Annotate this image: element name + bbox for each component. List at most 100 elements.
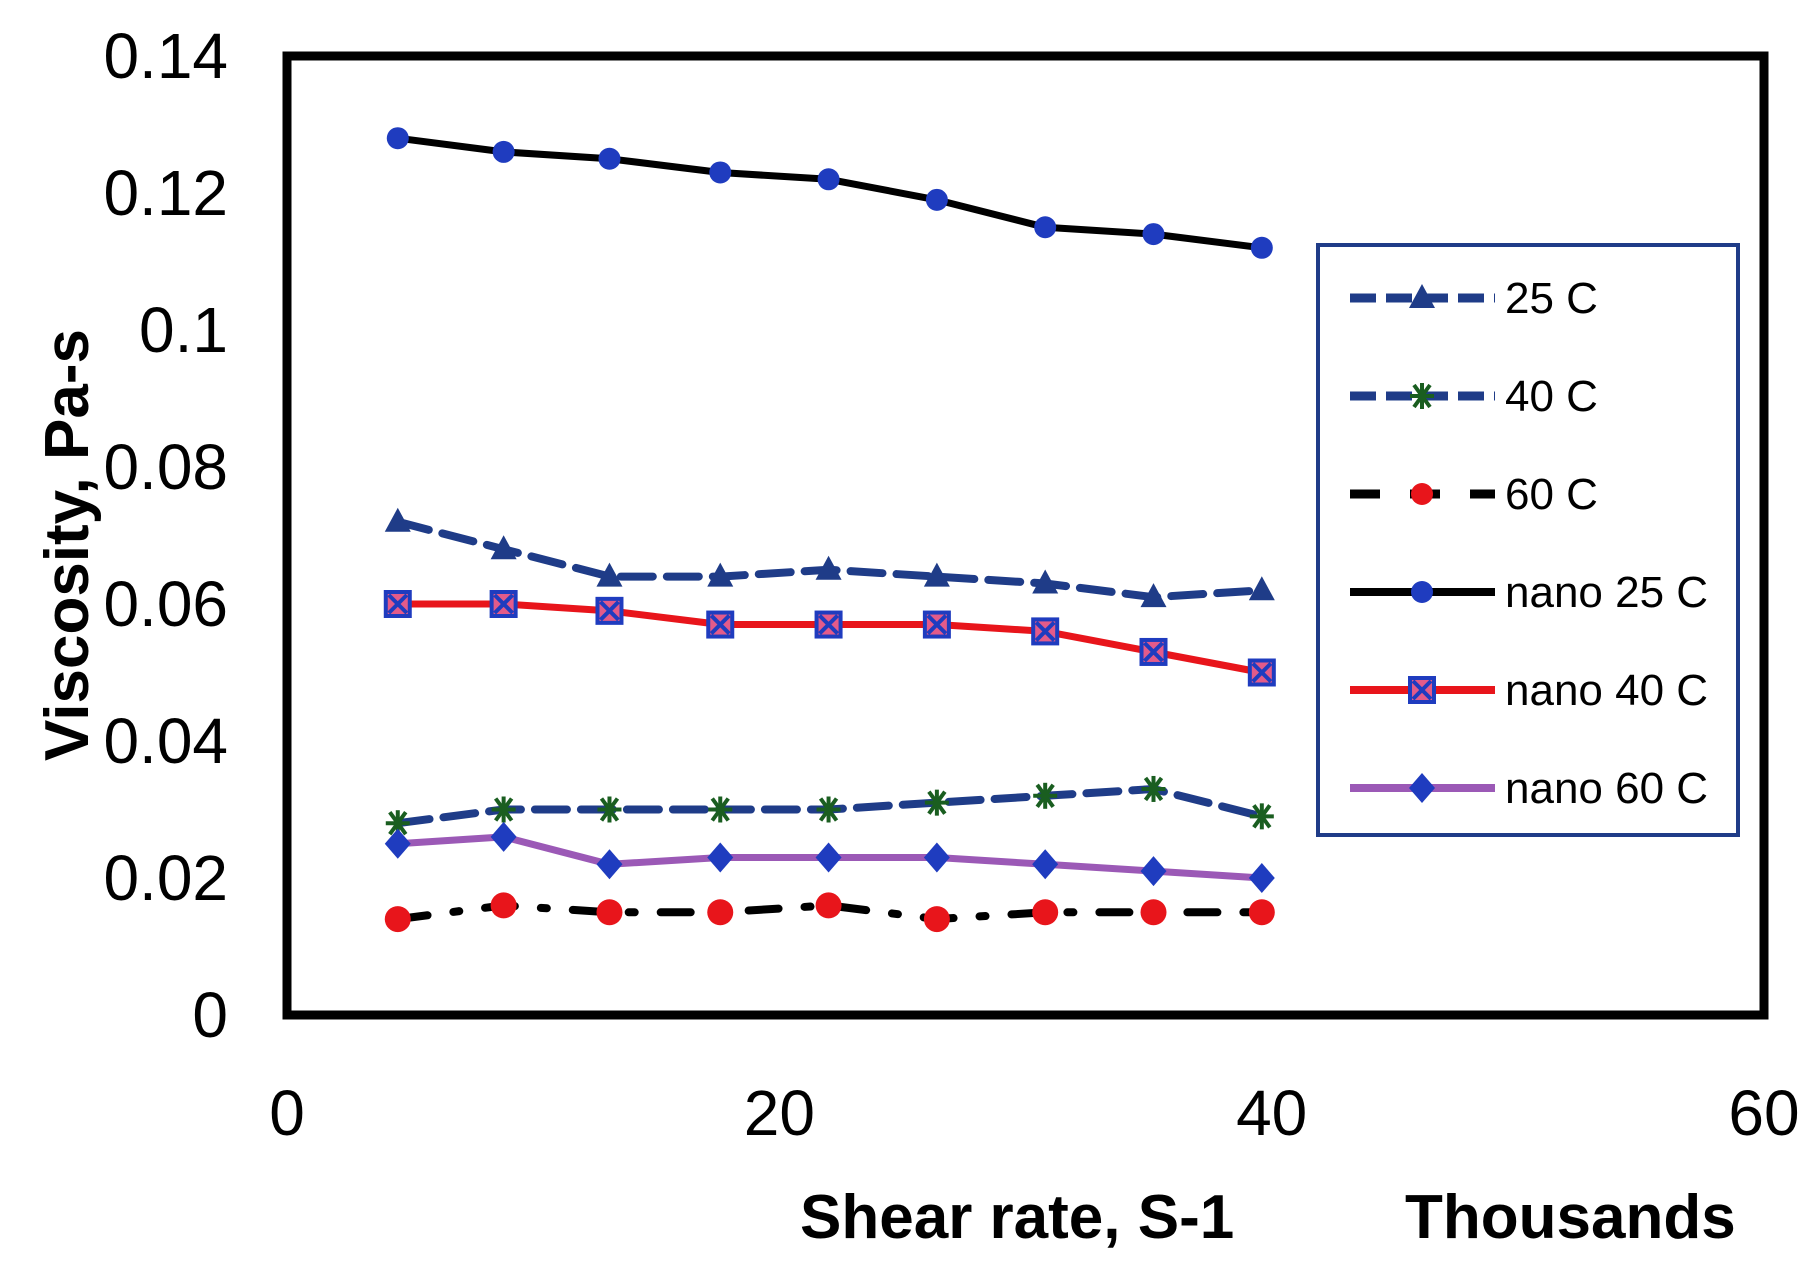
marker-point [1250,236,1273,259]
marker-point [1032,899,1059,926]
marker-point [596,849,623,880]
marker-point [1248,576,1275,601]
marker-point [923,906,950,933]
marker-point [924,789,949,816]
marker-legend [1408,676,1436,704]
marker-point [491,796,516,823]
legend-label: nano 60 C [1505,764,1708,813]
series-layer [383,127,1276,933]
marker-point [384,828,411,859]
marker-point [490,535,517,560]
y-axis-ticks: 0 0.02 0.04 0.06 0.08 0.1 0.12 0.14 [103,20,228,1051]
marker-point [490,821,517,852]
marker-point [1139,637,1168,666]
marker-point [815,842,842,873]
y-tick-label: 0.06 [103,568,228,640]
chart-title: - [844,0,865,26]
marker-point [492,140,515,163]
series-line [393,901,1266,924]
marker-point [1248,899,1275,926]
x-tick-label: 20 [744,1077,815,1149]
marker-point [923,562,950,587]
marker-point [1248,863,1275,893]
y-axis-title: Viscosity, Pa-s [33,329,102,761]
marker-point [816,796,841,823]
series-nano-25-c [386,127,1273,259]
marker-point [1031,617,1060,646]
legend-box [1316,243,1740,837]
y-tick-label: 0 [192,979,228,1051]
marker-point [384,906,411,933]
marker-point [923,842,950,873]
marker-point [1249,803,1274,830]
series-60-c [384,892,1275,933]
legend-label: 60 C [1505,470,1598,519]
marker-point [706,610,735,639]
marker-point [1140,899,1167,926]
series-nano-60-c [384,821,1275,893]
y-tick-label: 0.02 [103,842,228,914]
marker-point [708,796,733,823]
marker-point [1140,856,1167,887]
marker-point [1034,216,1057,239]
legend-item: nano 25 C [1350,568,1708,617]
x-tick-label: 40 [1236,1077,1307,1149]
marker-point [595,596,624,625]
y-tick-label: 0.14 [103,20,228,92]
marker-point [490,892,517,919]
y-tick-label: 0.12 [103,157,228,229]
legend-label: nano 40 C [1505,666,1708,715]
marker-point [596,899,623,926]
marker-point [597,796,622,823]
marker-point [707,899,734,926]
y-tick-label: 0.1 [139,294,228,366]
y-tick-label: 0.04 [103,705,228,777]
marker-legend [1411,483,1433,505]
series-25-c [384,507,1275,608]
y-tick-label: 0.08 [103,431,228,503]
series-40-c [385,775,1274,837]
legend-item: 40 C [1350,372,1598,421]
marker-point [814,610,843,639]
marker-point [598,147,621,170]
marker-point [386,127,409,150]
marker-point [1032,849,1059,880]
plot-area-frame [282,51,1769,1020]
marker-point [925,188,948,211]
marker-legend [1410,383,1434,409]
marker-legend [1409,773,1435,803]
marker-point [815,555,842,580]
series-line [394,134,1266,252]
marker-point [707,842,734,873]
marker-point [1142,223,1165,246]
x-axis-ticks: 0 20 40 60 [269,1077,1799,1149]
marker-point [1247,658,1276,687]
marker-point [384,507,411,532]
marker-point [1140,583,1167,608]
legend-item: nano 40 C [1350,666,1708,715]
x-axis-title: Shear rate, S-1 [800,1183,1234,1252]
marker-point [922,610,951,639]
x-tick-label: 0 [269,1077,305,1149]
x-tick-label: 60 [1728,1077,1799,1149]
marker-point [489,590,518,618]
marker-point [709,161,732,184]
marker-point [1032,569,1059,594]
marker-point [1141,775,1166,802]
marker-point [817,168,840,191]
marker-point [596,562,623,587]
legend-label: 40 C [1505,372,1598,421]
legend: 25 C 40 C 60 C nano 25 C nano 40 C nano 60 C [1316,243,1740,837]
marker-point [1033,782,1058,809]
marker-point [383,590,412,618]
legend-label: nano 25 C [1505,568,1708,617]
marker-point [815,892,842,919]
legend-item: nano 60 C [1350,764,1708,813]
legend-label: 25 C [1505,274,1598,323]
marker-legend [1411,581,1433,603]
x-axis-unit-label: Thousands [1405,1183,1736,1252]
legend-item: 60 C [1350,470,1598,519]
marker-point [707,562,734,587]
series-nano-40-c [383,590,1276,687]
